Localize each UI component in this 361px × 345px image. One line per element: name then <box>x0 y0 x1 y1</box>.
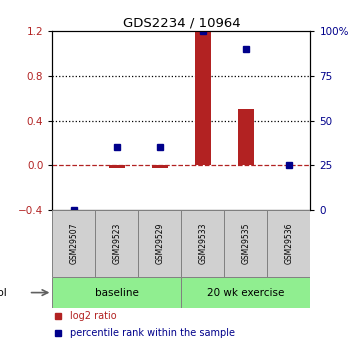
Bar <box>225 210 268 277</box>
Text: GSM29535: GSM29535 <box>242 223 251 264</box>
Bar <box>109 165 125 168</box>
Text: baseline: baseline <box>95 288 139 298</box>
Text: GSM29507: GSM29507 <box>69 223 78 264</box>
Bar <box>152 165 168 168</box>
Bar <box>238 109 254 165</box>
Text: GSM29529: GSM29529 <box>155 223 164 264</box>
Text: GSM29523: GSM29523 <box>112 223 121 264</box>
Bar <box>195 31 211 165</box>
Text: GSM29536: GSM29536 <box>284 223 293 264</box>
Text: 20 wk exercise: 20 wk exercise <box>207 288 284 298</box>
Bar <box>138 210 181 277</box>
Text: protocol: protocol <box>0 288 7 298</box>
Bar <box>181 210 225 277</box>
Title: GDS2234 / 10964: GDS2234 / 10964 <box>123 17 240 30</box>
Bar <box>181 277 310 308</box>
Text: log2 ratio: log2 ratio <box>70 312 117 322</box>
Bar <box>95 210 138 277</box>
Text: percentile rank within the sample: percentile rank within the sample <box>70 328 235 338</box>
Text: GSM29533: GSM29533 <box>199 223 208 264</box>
Bar <box>268 210 310 277</box>
Bar <box>52 277 182 308</box>
Bar <box>52 210 95 277</box>
